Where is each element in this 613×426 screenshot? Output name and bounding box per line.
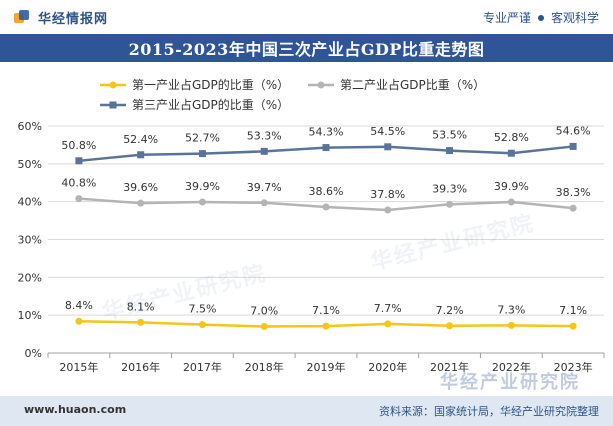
legend-label: 第一产业占GDP的比重（%）	[132, 77, 289, 92]
data-label: 8.4%	[65, 299, 93, 312]
legend-label: 第三产业占GDP的比重（%）	[132, 97, 289, 112]
data-point	[446, 322, 454, 330]
grid-layer	[48, 125, 604, 354]
slogan: 专业严谨 客观科学	[483, 9, 599, 26]
data-label: 52.7%	[185, 132, 220, 145]
footer-bar: www.huaon.com 资料来源：国家统计局，华经产业研究院整理	[0, 396, 613, 426]
data-point	[260, 199, 268, 207]
data-point	[137, 151, 145, 159]
data-point	[198, 150, 206, 158]
top-bar: 华经情报网 专业严谨 客观科学	[0, 0, 613, 34]
data-label: 40.8%	[61, 177, 96, 190]
slogan-left: 专业严谨	[482, 11, 531, 25]
data-point	[322, 144, 330, 152]
x-tick-label: 2016年	[121, 360, 160, 374]
y-tick-label: 50%	[18, 158, 42, 171]
data-label: 39.3%	[432, 182, 467, 195]
slogan-right: 客观科学	[550, 11, 599, 25]
data-point	[507, 198, 515, 206]
data-label: 53.3%	[247, 129, 282, 142]
data-label: 7.1%	[559, 304, 587, 317]
brand: 华经情报网	[14, 8, 108, 27]
bullet-dot-icon	[537, 14, 544, 21]
y-tick-label: 60%	[18, 120, 42, 133]
data-label: 7.7%	[374, 302, 402, 315]
brand-name: 华经情报网	[38, 12, 109, 27]
data-label: 38.3%	[556, 186, 591, 199]
data-point	[322, 322, 330, 330]
series-layer: 8.4% 8.1% 7.5% 7.0% 7.1% 7.7% 7.2% 7.3% 7.1% 40.8…	[61, 124, 591, 331]
data-point	[198, 198, 206, 206]
legend-layer: 第一产业占GDP的比重（%） 第二产业占GDP比重（%） 第三产业占GDP的比重（%…	[100, 77, 485, 112]
data-label: 7.1%	[312, 304, 340, 317]
data-point	[198, 321, 206, 329]
legend-label: 第二产业占GDP比重（%）	[340, 77, 485, 92]
data-point	[384, 143, 392, 151]
x-tick-label: 2021年	[430, 360, 469, 374]
axis-layer: 0% 10% 20% 30% 40% 50% 60% 2015年 2016年 2017年 2018年…	[18, 120, 605, 374]
source-note: 资料来源：国家统计局，华经产业研究院整理	[379, 405, 599, 418]
data-label: 50.8%	[61, 139, 96, 152]
chart-title: 2015-2023年中国三次产业占GDP比重走势图	[128, 40, 485, 59]
data-label: 39.9%	[185, 180, 220, 193]
x-tick-label: 2015年	[59, 360, 98, 374]
legend-marker	[109, 101, 117, 109]
data-label: 54.3%	[309, 126, 344, 139]
y-tick-label: 20%	[18, 271, 42, 284]
data-point	[75, 317, 83, 325]
data-point	[384, 320, 392, 328]
data-point	[446, 147, 454, 155]
data-label: 39.6%	[123, 181, 158, 194]
title-bar: 2015-2023年中国三次产业占GDP比重走势图	[0, 34, 613, 62]
x-tick-label: 2019年	[307, 360, 346, 374]
data-label: 39.7%	[247, 181, 282, 194]
x-tick-label: 2018年	[245, 360, 284, 374]
y-tick-label: 40%	[18, 196, 42, 209]
data-label: 54.6%	[556, 124, 591, 137]
data-label: 7.3%	[497, 303, 525, 316]
data-label: 7.5%	[188, 303, 216, 316]
y-tick-label: 0%	[25, 347, 42, 360]
data-point	[137, 199, 145, 207]
data-point	[507, 321, 515, 329]
x-tick-label: 2022年	[492, 360, 531, 374]
data-point	[322, 203, 330, 211]
data-point	[446, 200, 454, 208]
legend-marker	[317, 81, 325, 89]
data-point	[507, 149, 515, 157]
data-label: 39.9%	[494, 180, 529, 193]
data-point	[137, 318, 145, 326]
x-tick-label: 2023年	[554, 360, 593, 374]
data-label: 7.0%	[250, 305, 278, 318]
data-point	[260, 323, 268, 331]
x-tick-label: 2020年	[368, 360, 407, 374]
data-label: 53.5%	[432, 129, 467, 142]
legend-marker	[109, 81, 117, 89]
y-tick-label: 10%	[18, 309, 42, 322]
data-point	[569, 322, 577, 330]
data-point	[569, 142, 577, 150]
site-url: www.huaon.com	[24, 403, 127, 416]
data-label: 52.8%	[494, 131, 529, 144]
data-point	[75, 157, 83, 165]
data-label: 7.2%	[436, 304, 464, 317]
y-tick-label: 30%	[18, 234, 42, 247]
data-point	[75, 195, 83, 203]
chart-area: 0% 10% 20% 30% 40% 50% 60% 2015年 2016年 2017年 2018年…	[0, 62, 613, 396]
line-chart: 0% 10% 20% 30% 40% 50% 60% 2015年 2016年 2017年 2018年…	[18, 77, 605, 374]
data-point	[260, 147, 268, 155]
data-label: 38.6%	[309, 185, 344, 198]
data-label: 52.4%	[123, 133, 158, 146]
logo-icon	[14, 9, 30, 26]
data-label: 8.1%	[127, 300, 155, 313]
data-label: 37.8%	[370, 188, 405, 201]
data-point	[569, 204, 577, 212]
data-label: 54.5%	[370, 125, 405, 138]
x-tick-label: 2017年	[183, 360, 222, 374]
data-point	[384, 206, 392, 214]
